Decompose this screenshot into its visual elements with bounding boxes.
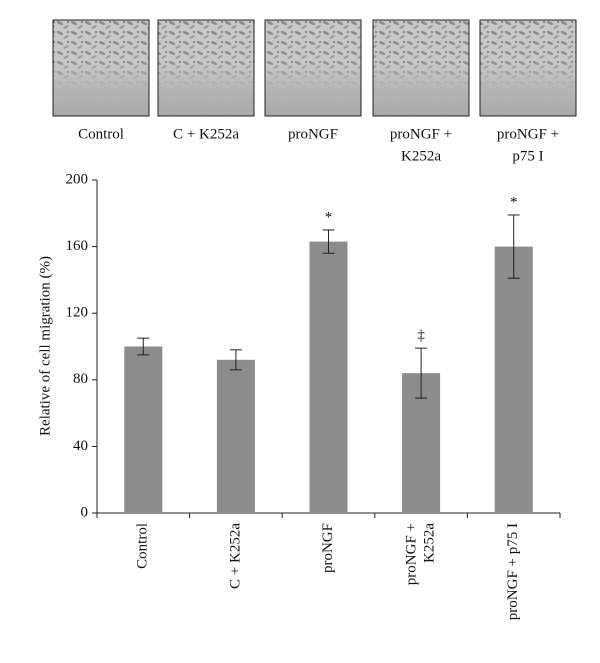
image-label: K252a <box>401 148 441 164</box>
x-tick-label: proNGF <box>320 523 336 573</box>
image-label: proNGF + <box>497 126 559 142</box>
significance-mark: * <box>510 194 518 210</box>
bar <box>216 359 255 513</box>
x-tick-label: Control <box>135 523 151 569</box>
x-tick-label: K252a <box>422 523 438 563</box>
bar <box>124 346 163 513</box>
x-tick-label: C + K252a <box>227 523 243 589</box>
image-label: C + K252a <box>173 126 239 142</box>
y-tick-label: 0 <box>81 504 89 520</box>
significance-mark: ‡ <box>417 328 425 344</box>
micrograph-shade <box>53 20 149 116</box>
image-label: p75 I <box>512 148 543 164</box>
y-tick-label: 200 <box>66 171 89 187</box>
y-axis-label: Relative of cell migration (%) <box>37 256 53 436</box>
y-tick-label: 40 <box>73 438 88 454</box>
micrograph-shade <box>480 20 576 116</box>
bar <box>494 246 533 513</box>
error-bar <box>137 337 150 356</box>
y-tick-label: 120 <box>66 305 89 321</box>
image-label: proNGF + <box>390 126 452 142</box>
micrograph-shade <box>158 20 254 116</box>
error-bar <box>229 349 242 371</box>
significance-mark: * <box>325 209 333 225</box>
error-bar <box>322 229 335 254</box>
y-tick-label: 80 <box>73 371 88 387</box>
error-bar <box>415 347 428 399</box>
image-label: Control <box>78 126 124 142</box>
micrograph-panels <box>52 19 577 117</box>
micrograph-shade <box>373 20 469 116</box>
x-tick-label: proNGF + p75 I <box>505 523 521 620</box>
image-label: proNGF <box>288 126 338 142</box>
bar <box>309 241 348 514</box>
error-bar <box>507 214 520 279</box>
y-tick-label: 160 <box>66 238 89 254</box>
x-tick-label: proNGF + <box>404 523 420 585</box>
micrograph-shade <box>265 20 361 116</box>
